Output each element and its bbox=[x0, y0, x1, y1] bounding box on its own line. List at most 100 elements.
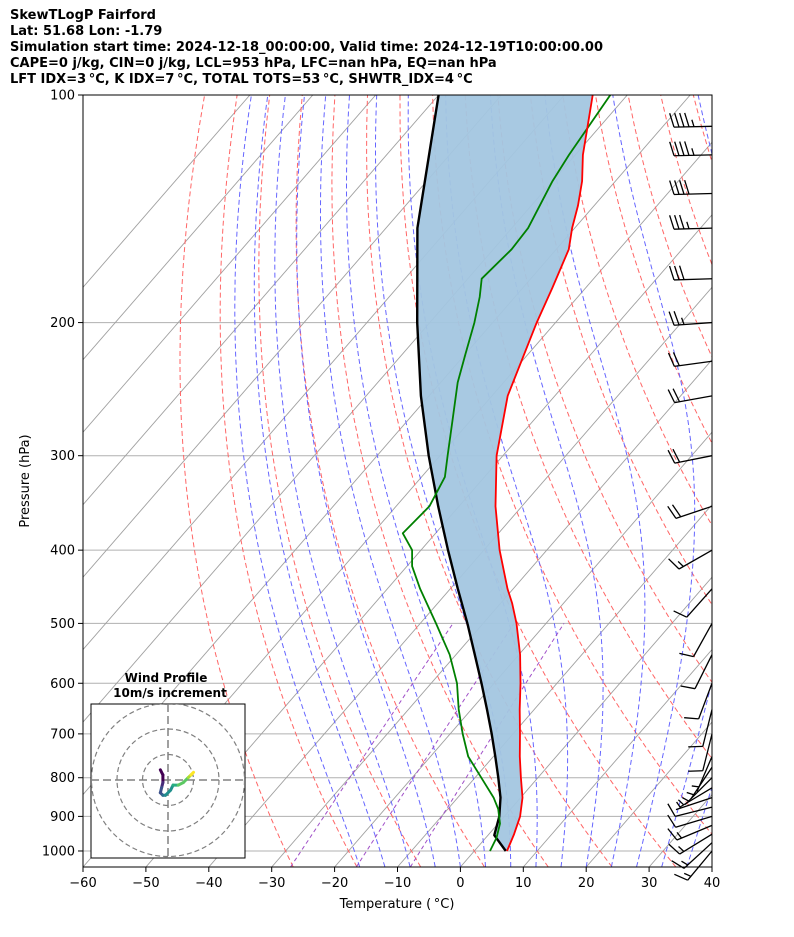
isotherm-line bbox=[83, 95, 377, 433]
moist-adiabat bbox=[686, 785, 712, 867]
barb-staff bbox=[674, 395, 713, 404]
barb-flag bbox=[674, 873, 688, 881]
wind-barb bbox=[667, 352, 713, 368]
wind-barb bbox=[679, 623, 713, 658]
dry-adiabat bbox=[660, 95, 712, 266]
barb-flag bbox=[684, 112, 690, 128]
barb-flag bbox=[673, 610, 688, 618]
wind-barb bbox=[668, 549, 713, 570]
barb-flag bbox=[684, 180, 690, 195]
wind-barb bbox=[691, 756, 713, 792]
barb-flag bbox=[668, 311, 675, 326]
wind-barb bbox=[668, 265, 713, 281]
barb-flag bbox=[674, 214, 680, 230]
mixing-ratio-lines bbox=[290, 623, 565, 867]
dry-adiabat bbox=[692, 95, 712, 164]
barb-flag bbox=[667, 389, 676, 403]
parcel-profile-line bbox=[416, 95, 507, 852]
wind-barb bbox=[674, 850, 713, 881]
moist-adiabat bbox=[274, 95, 411, 867]
wind-barb bbox=[667, 803, 713, 817]
index-values: LFT IDX=3 °C, K IDX=7 °C, TOTAL TOTS=53 … bbox=[10, 72, 473, 87]
wind-barb bbox=[667, 814, 713, 828]
dry-adiabat bbox=[562, 95, 712, 527]
barb-staff bbox=[683, 842, 713, 869]
barb-half-flag bbox=[681, 860, 689, 866]
x-tick-label: −20 bbox=[321, 876, 348, 891]
dewpoint-line bbox=[401, 95, 612, 852]
barb-staff bbox=[674, 806, 713, 817]
x-tick-label: −50 bbox=[132, 876, 159, 891]
barb-flag bbox=[669, 215, 675, 230]
barb-staff bbox=[674, 321, 713, 326]
barb-flag bbox=[672, 448, 681, 463]
barb-flag bbox=[667, 505, 677, 519]
x-axis-label: Temperature ( °C) bbox=[339, 897, 455, 912]
wind-barb bbox=[681, 777, 713, 806]
mixing-ratio-line bbox=[355, 623, 515, 867]
chart-header: SkewTLogP Fairford Lat: 51.68 Lon: -1.79… bbox=[10, 8, 603, 88]
time-info: Simulation start time: 2024-12-18_00:00:… bbox=[10, 40, 603, 55]
barb-staff bbox=[690, 766, 713, 800]
stability-indices: CAPE=0 j/kg, CIN=0 j/kg, LCL=953 hPa, LF… bbox=[10, 56, 497, 71]
wind-barb bbox=[684, 683, 713, 720]
wind-barb bbox=[673, 588, 713, 618]
barb-flag bbox=[667, 352, 675, 367]
barb-half-flag bbox=[678, 846, 685, 852]
x-tick-label: 10 bbox=[515, 876, 532, 891]
wind-barb bbox=[686, 766, 713, 800]
x-tick-label: 20 bbox=[578, 876, 595, 891]
barb-flag bbox=[673, 265, 680, 280]
wind-barb bbox=[667, 448, 713, 464]
barb-flag bbox=[668, 843, 681, 855]
x-axis-ticks: −60 −50 −40 −30 −20 −10 0 10 20 30 40 bbox=[69, 867, 720, 891]
y-tick-label: 900 bbox=[50, 810, 75, 825]
isotherm-line bbox=[334, 431, 712, 867]
x-tick-label: 40 bbox=[704, 876, 721, 891]
dry-adiabat bbox=[464, 95, 712, 760]
barb-staff bbox=[696, 756, 713, 792]
wind-barb bbox=[668, 311, 713, 326]
moist-adiabat bbox=[544, 95, 646, 867]
barb-flag bbox=[671, 504, 682, 518]
barb-flag bbox=[667, 814, 677, 828]
barb-staff bbox=[675, 505, 713, 519]
moist-adiabat bbox=[296, 95, 436, 867]
dry-adiabat bbox=[179, 95, 294, 867]
dry-adiabat bbox=[295, 95, 485, 867]
barb-staff bbox=[673, 125, 713, 128]
barb-flag bbox=[667, 803, 676, 817]
barb-staff bbox=[673, 154, 713, 157]
moist-adiabat bbox=[737, 95, 794, 867]
barb-flag bbox=[674, 141, 680, 156]
isotherm-line bbox=[711, 866, 712, 867]
barb-flag bbox=[684, 717, 699, 720]
y-tick-label: 200 bbox=[50, 316, 75, 331]
y-tick-label: 400 bbox=[50, 544, 75, 559]
barb-flag bbox=[679, 180, 685, 195]
isotherm-line bbox=[83, 95, 439, 506]
barb-flag bbox=[672, 352, 680, 366]
cin-shaded-area bbox=[417, 95, 593, 851]
barb-staff bbox=[679, 833, 713, 855]
hodograph-segment bbox=[189, 770, 195, 777]
profile-lines bbox=[401, 95, 612, 852]
y-tick-label: 500 bbox=[50, 617, 75, 632]
x-tick-label: 0 bbox=[456, 876, 464, 891]
barb-flag bbox=[680, 685, 696, 690]
barb-staff bbox=[673, 192, 713, 196]
wind-barb bbox=[669, 214, 713, 230]
wind-barb bbox=[688, 733, 713, 772]
barb-flag bbox=[667, 449, 676, 464]
barb-staff bbox=[698, 683, 713, 720]
barb-flag bbox=[674, 112, 680, 128]
barb-flag bbox=[668, 558, 680, 570]
wind-barb bbox=[669, 112, 713, 128]
y-tick-label: 600 bbox=[50, 677, 75, 692]
barb-staff bbox=[702, 733, 713, 771]
barb-staff bbox=[673, 278, 713, 281]
pressure-gridlines bbox=[83, 95, 712, 852]
inset-title: Wind Profile bbox=[125, 671, 208, 685]
barb-half-flag bbox=[676, 831, 683, 839]
dry-adiabat bbox=[258, 95, 422, 867]
